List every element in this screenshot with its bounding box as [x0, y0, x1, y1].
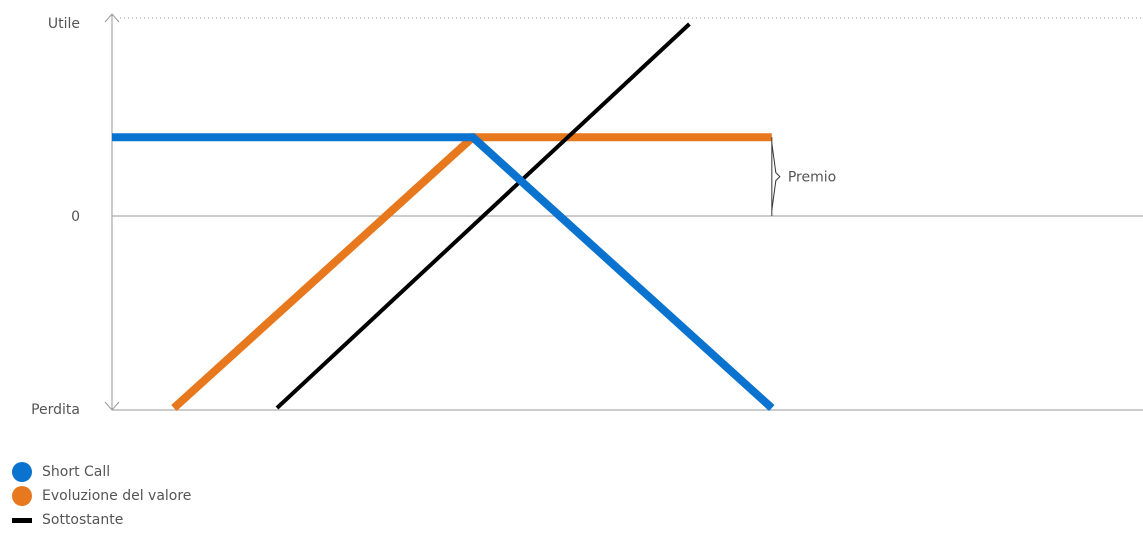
series-line-sottostante [275, 22, 691, 410]
payoff-chart: Utile 0 Perdita Premio [31, 13, 1143, 418]
series-line-short-call [112, 133, 775, 411]
y-axis-arrow-down [104, 401, 120, 411]
legend-swatch-evoluzione [12, 486, 32, 506]
legend: Short Call Evoluzione del valore Sottost… [12, 460, 191, 532]
legend-item-evoluzione: Evoluzione del valore [12, 484, 191, 508]
legend-item-short-call: Short Call [12, 460, 191, 484]
y-axis-arrow-up [104, 13, 120, 23]
y-label-perdita: Perdita [31, 402, 80, 418]
series-line-evoluzione-del-valore [171, 133, 772, 411]
legend-item-sottostante: Sottostante [12, 508, 191, 532]
legend-label-sottostante: Sottostante [42, 512, 124, 528]
y-label-utile: Utile [48, 16, 80, 32]
legend-swatch-sottostante [12, 517, 32, 523]
annotation-premio: Premio [788, 170, 836, 186]
premium-brace [771, 143, 781, 211]
legend-swatch-short-call [12, 462, 32, 482]
y-label-zero: 0 [71, 209, 80, 225]
legend-label-evoluzione: Evoluzione del valore [42, 488, 192, 504]
legend-label-short-call: Short Call [42, 464, 111, 480]
